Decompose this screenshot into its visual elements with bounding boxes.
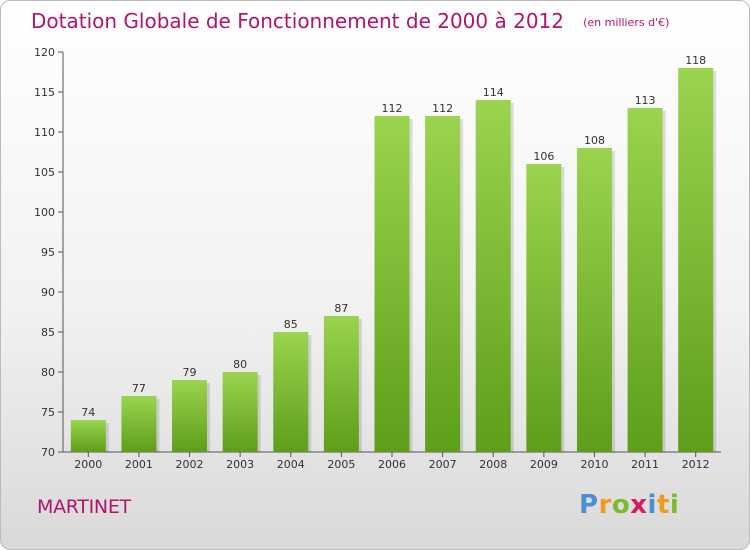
bar (222, 372, 258, 452)
x-tick-label: 2008 (479, 458, 507, 471)
logo-letter: r (598, 490, 612, 520)
y-tick-label: 85 (41, 326, 55, 339)
x-tick-label: 2010 (580, 458, 608, 471)
y-tick-label: 90 (41, 286, 55, 299)
bar-value-label: 87 (334, 302, 348, 315)
value-labels: 74 77 79 80 85 87 112 112 114 106 108 113 118 (81, 54, 706, 419)
logo-letter: o (611, 490, 631, 520)
logo-letter: P (579, 490, 599, 520)
bar (576, 148, 612, 452)
y-tick-label: 95 (41, 246, 55, 259)
bar-value-label: 106 (533, 150, 554, 163)
x-tick-label: 2009 (530, 458, 558, 471)
bar (70, 420, 106, 452)
y-tick-label: 80 (41, 366, 55, 379)
bar-value-label: 118 (685, 54, 706, 67)
bar (323, 316, 359, 452)
y-tick-label: 100 (34, 206, 55, 219)
chart-title: Dotation Globale de Fonctionnement de 20… (31, 9, 564, 33)
bar (425, 116, 461, 452)
bar-value-label: 79 (183, 366, 197, 379)
bar (172, 380, 208, 452)
proxiti-logo: Proxiti (579, 490, 679, 520)
bar (374, 116, 410, 452)
x-tick-label: 2003 (226, 458, 254, 471)
y-tick-label: 75 (41, 406, 55, 419)
x-tick-label: 2007 (429, 458, 457, 471)
x-tick-label: 2012 (682, 458, 710, 471)
axes: 70 75 80 85 90 95 100 105 110 115 120 2000 2001 2002 2… (34, 46, 721, 471)
bar (678, 68, 714, 452)
x-tick-label: 2001 (125, 458, 153, 471)
x-tick-label: 2005 (327, 458, 355, 471)
x-tick-label: 2011 (631, 458, 659, 471)
bar (526, 164, 562, 452)
bar-value-label: 108 (584, 134, 605, 147)
bar-value-label: 112 (382, 102, 403, 115)
bar-value-label: 85 (284, 318, 298, 331)
x-tick-label: 2002 (176, 458, 204, 471)
y-tick-label: 105 (34, 166, 55, 179)
bar (627, 108, 663, 452)
y-tick-label: 115 (34, 86, 55, 99)
title-row: Dotation Globale de Fonctionnement de 20… (31, 9, 669, 33)
bar (121, 396, 157, 452)
bars (70, 68, 717, 452)
bar-value-label: 80 (233, 358, 247, 371)
y-tick-label: 110 (34, 126, 55, 139)
logo-letter: t (656, 490, 670, 520)
bar-value-label: 114 (483, 86, 504, 99)
y-tick-label: 120 (34, 46, 55, 59)
commune-name: MARTINET (37, 496, 131, 518)
logo-letter: x (630, 490, 648, 520)
x-tick-label: 2000 (74, 458, 102, 471)
bar (475, 100, 511, 452)
bar (273, 332, 309, 452)
logo-letter: i (669, 490, 680, 520)
x-tick-label: 2004 (277, 458, 305, 471)
bar-value-label: 113 (635, 94, 656, 107)
bar-value-label: 77 (132, 382, 146, 395)
x-tick-label: 2006 (378, 458, 406, 471)
bar-value-label: 112 (432, 102, 453, 115)
bar-value-label: 74 (81, 406, 95, 419)
logo-letter: i (647, 490, 657, 520)
y-tick-label: 70 (41, 446, 55, 459)
chart-subtitle: (en milliers d'€) (583, 16, 670, 29)
